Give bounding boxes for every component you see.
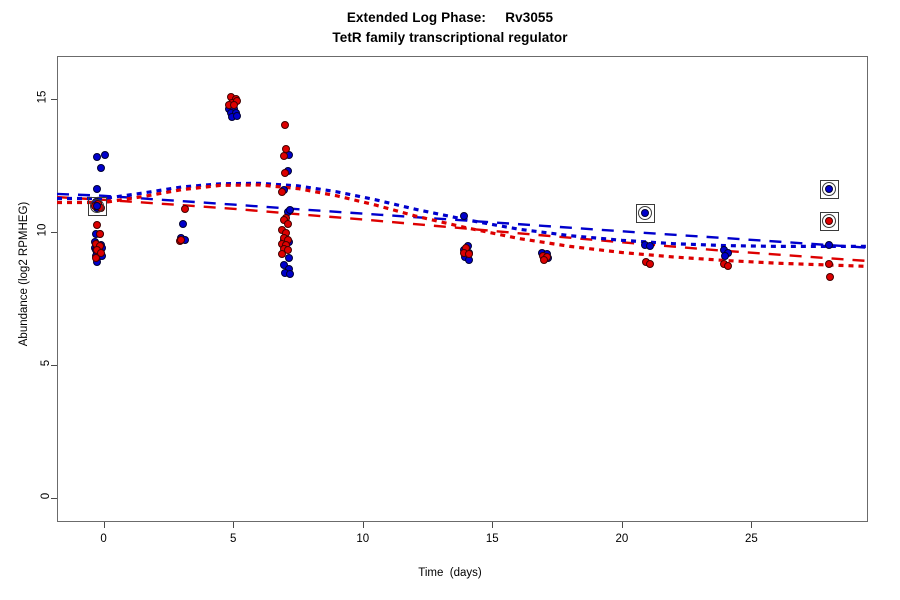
data-point [282, 145, 291, 154]
y-tick-label: 15 [36, 90, 49, 103]
data-point [464, 250, 473, 259]
highlighted-data-point [641, 209, 650, 218]
data-point [97, 163, 106, 172]
data-point [278, 187, 287, 196]
y-tick-mark [51, 98, 57, 100]
highlight-square-marker [87, 196, 107, 216]
data-point [281, 169, 289, 178]
data-point [177, 235, 186, 244]
data-point [100, 150, 109, 159]
data-point [646, 242, 655, 251]
fit-line-red-spline [57, 183, 868, 268]
data-point [93, 221, 102, 230]
x-axis-label: Time (days) [418, 567, 482, 579]
highlight-circle-marker [638, 206, 653, 221]
chart-subtitle: TetR family transcriptional regulator [332, 30, 568, 45]
data-point [540, 255, 549, 264]
y-axis-label: Abundance (log2 RPMHEG) [18, 201, 30, 347]
data-point [95, 230, 104, 239]
data-point [826, 273, 835, 282]
x-tick-mark [362, 522, 364, 528]
data-point [279, 151, 288, 160]
data-point [233, 111, 242, 120]
chart-title-block: Extended Log Phase: Rv3055 TetR family t… [0, 8, 900, 48]
x-tick-label: 10 [356, 533, 370, 545]
data-point [286, 206, 295, 215]
x-tick-label: 5 [229, 533, 237, 545]
y-tick-mark [51, 231, 57, 233]
x-tick-mark [492, 522, 494, 528]
data-point [278, 250, 287, 259]
data-point [825, 259, 834, 268]
data-point [721, 251, 730, 260]
y-tick-mark [51, 364, 57, 366]
x-tick-label: 0 [100, 533, 107, 545]
x-tick-mark [621, 522, 623, 528]
highlight-square-marker [819, 179, 839, 199]
y-tick-mark [51, 498, 57, 500]
plot-area [57, 56, 868, 522]
plot-frame [57, 56, 868, 522]
fit-line-blue-linear [57, 192, 868, 249]
highlight-circle-marker [90, 199, 105, 214]
x-tick-label: 25 [744, 533, 758, 545]
highlight-circle-marker [822, 182, 837, 197]
highlight-circle-marker [822, 214, 837, 229]
data-point [724, 262, 733, 271]
x-tick-mark [751, 522, 753, 528]
x-tick-mark [233, 522, 235, 528]
data-point [93, 153, 102, 162]
fit-lines-layer [57, 181, 868, 268]
data-point [93, 185, 102, 194]
highlight-square-marker [819, 211, 839, 231]
highlighted-data-point [93, 202, 102, 211]
data-point [646, 259, 655, 268]
data-point [281, 121, 289, 130]
data-point [181, 205, 190, 214]
data-point [459, 211, 468, 220]
highlighted-data-point [825, 185, 834, 194]
highlight-square-marker [635, 203, 655, 223]
fit-line-blue-spline [57, 181, 868, 248]
data-point [825, 241, 834, 250]
highlighted-data-point [825, 217, 834, 226]
data-point [230, 101, 239, 110]
data-point [91, 254, 100, 263]
x-tick-mark [103, 522, 105, 528]
data-point [286, 270, 295, 279]
fit-line-red-linear [57, 195, 868, 263]
x-tick-label: 15 [485, 533, 499, 545]
data-point [178, 219, 187, 228]
chart-title: Extended Log Phase: Rv3055 [346, 10, 554, 25]
x-tick-label: 20 [615, 533, 629, 545]
data-point [97, 249, 106, 258]
data-point [283, 219, 292, 228]
y-tick-label: 0 [39, 492, 52, 500]
data-point [284, 254, 293, 263]
